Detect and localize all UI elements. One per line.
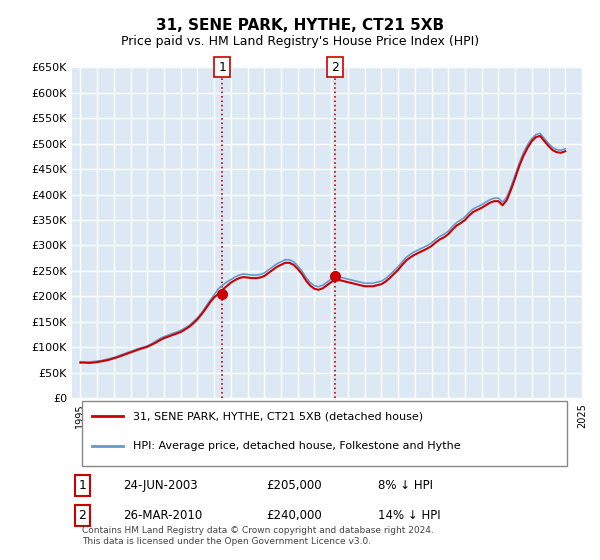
Text: 8% ↓ HPI: 8% ↓ HPI (378, 479, 433, 492)
Text: 26-MAR-2010: 26-MAR-2010 (123, 509, 202, 522)
Bar (214, 67, 340, 398)
Text: 31, SENE PARK, HYTHE, CT21 5XB (detached house): 31, SENE PARK, HYTHE, CT21 5XB (detached… (133, 412, 424, 421)
Text: HPI: Average price, detached house, Folkestone and Hythe: HPI: Average price, detached house, Folk… (133, 441, 461, 451)
Text: 1: 1 (218, 60, 226, 74)
FancyBboxPatch shape (82, 402, 567, 466)
Text: 14% ↓ HPI: 14% ↓ HPI (378, 509, 440, 522)
Text: 24-JUN-2003: 24-JUN-2003 (123, 479, 197, 492)
Text: £240,000: £240,000 (266, 509, 322, 522)
Text: Contains HM Land Registry data © Crown copyright and database right 2024.
This d: Contains HM Land Registry data © Crown c… (82, 526, 434, 546)
Text: Price paid vs. HM Land Registry's House Price Index (HPI): Price paid vs. HM Land Registry's House … (121, 35, 479, 49)
Text: 2: 2 (78, 509, 86, 522)
Text: 2: 2 (331, 60, 339, 74)
Text: 1: 1 (78, 479, 86, 492)
Text: 31, SENE PARK, HYTHE, CT21 5XB: 31, SENE PARK, HYTHE, CT21 5XB (156, 18, 444, 32)
Text: £205,000: £205,000 (266, 479, 322, 492)
